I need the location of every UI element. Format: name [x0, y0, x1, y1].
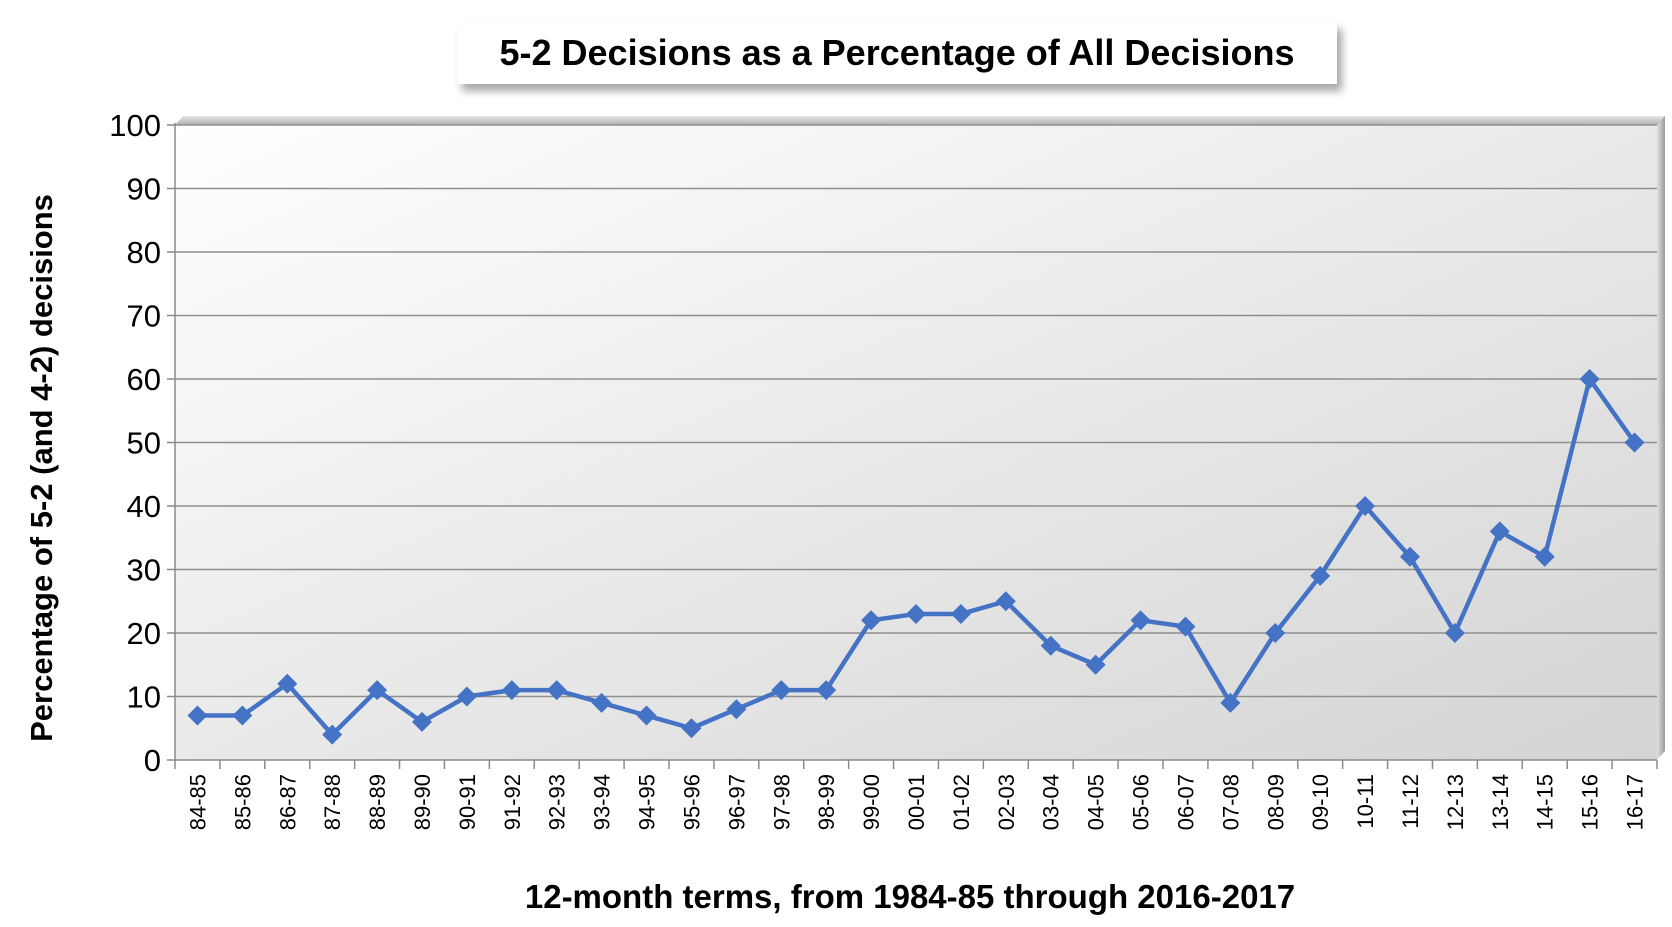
x-tick-label: 84-85 — [185, 774, 210, 830]
data-point-marker — [995, 591, 1016, 612]
data-point-marker — [861, 610, 882, 631]
series-layer — [187, 369, 1645, 745]
data-point-marker — [1265, 623, 1286, 643]
gridlines — [175, 124, 1657, 698]
data-point-marker — [1489, 521, 1510, 542]
x-tick-label: 09-10 — [1308, 774, 1333, 830]
x-tick-label: 13-14 — [1488, 774, 1513, 830]
data-point-marker — [771, 680, 792, 701]
y-tick-label: 90 — [127, 172, 161, 207]
y-tick-label: 70 — [127, 299, 161, 334]
x-tick-label: 86-87 — [275, 774, 300, 830]
data-point-marker — [1310, 565, 1331, 586]
x-tick-label: 07-08 — [1218, 774, 1243, 830]
data-point-marker — [906, 603, 926, 624]
x-tick-label: 16-17 — [1623, 774, 1648, 830]
x-tick-label: 89-90 — [410, 774, 435, 830]
y-tick-label: 50 — [127, 426, 161, 461]
data-point-marker — [1355, 496, 1376, 516]
data-point-marker — [501, 680, 522, 701]
x-tick-label: 97-98 — [769, 774, 794, 830]
x-tick-label: 96-97 — [724, 774, 749, 830]
y-tick-label: 10 — [127, 680, 161, 715]
y-tick-label: 30 — [127, 553, 161, 588]
x-tick-label: 03-04 — [1039, 774, 1064, 830]
y-tick-label: 0 — [144, 743, 161, 778]
data-point-marker — [1085, 654, 1106, 675]
x-tick-label: 98-99 — [814, 774, 839, 830]
data-point-marker — [816, 680, 837, 701]
x-tick-label: 15-16 — [1578, 774, 1603, 830]
x-tick-label: 05-06 — [1129, 774, 1154, 830]
x-tick-label: 01-02 — [949, 774, 974, 830]
y-tick-labels: 0 10 20 30 40 50 60 70 80 90 100 — [109, 108, 161, 778]
x-tick-label: 12-13 — [1443, 774, 1468, 830]
y-axis-title: Percentage of 5-2 (and 4-2) decisions — [24, 194, 59, 742]
data-point-marker — [636, 705, 657, 726]
data-point-marker — [367, 680, 388, 701]
data-point-marker — [1130, 610, 1151, 631]
x-tick-label: 06-07 — [1173, 774, 1198, 830]
x-tick-label: 02-03 — [994, 774, 1019, 830]
x-tick-label: 91-92 — [500, 774, 525, 830]
data-point-marker — [1220, 692, 1241, 713]
data-point-marker — [1175, 616, 1196, 637]
data-point-marker — [1040, 635, 1061, 656]
x-tick-label: 92-93 — [545, 774, 570, 830]
x-tick-label: 93-94 — [590, 774, 615, 830]
x-tick-label: 94-95 — [635, 774, 660, 830]
x-axis-title: 12-month terms, from 1984-85 through 201… — [525, 878, 1295, 915]
x-tick-label: 87-88 — [320, 774, 345, 830]
y-tick-label: 80 — [127, 235, 161, 270]
plot-frame-right — [1657, 116, 1665, 760]
data-point-marker — [1534, 546, 1555, 567]
data-point-marker — [277, 673, 298, 694]
x-tick-label: 99-00 — [859, 774, 884, 830]
y-tick-label: 100 — [109, 108, 161, 143]
data-point-marker — [546, 680, 567, 701]
data-point-marker — [1579, 369, 1600, 389]
data-point-marker — [1624, 432, 1645, 453]
data-point-marker — [412, 711, 432, 732]
data-point-marker — [726, 699, 747, 720]
x-tick-label: 85-86 — [230, 774, 255, 830]
chart-title-box: 5-2 Decisions as a Percentage of All Dec… — [457, 22, 1337, 84]
data-point-marker — [1400, 546, 1420, 567]
y-tick-label: 20 — [127, 616, 161, 651]
data-point-marker — [681, 718, 702, 739]
data-point-marker — [1444, 623, 1465, 643]
y-tick-label: 40 — [127, 489, 161, 524]
data-point-marker — [322, 724, 343, 745]
x-tick-label: 90-91 — [455, 774, 480, 830]
x-tick-labels: 84-85 85-86 86-87 87-88 88-89 89-90 90-91 91-92… — [185, 774, 1647, 830]
y-tick-label: 60 — [127, 362, 161, 397]
x-tick-label: 11-12 — [1398, 774, 1423, 829]
plot-frame — [175, 116, 1665, 760]
data-point-marker — [456, 686, 477, 707]
x-tick-label: 14-15 — [1533, 774, 1558, 830]
plot-frame-top — [175, 116, 1665, 125]
x-tick-label: 10-11 — [1353, 774, 1378, 829]
data-point-marker — [591, 692, 612, 713]
chart-title: 5-2 Decisions as a Percentage of All Dec… — [499, 32, 1295, 73]
x-tick-label: 08-09 — [1263, 774, 1288, 830]
x-tick-label: 88-89 — [365, 774, 390, 830]
axes — [167, 123, 1658, 769]
data-point-marker — [950, 603, 971, 624]
data-point-marker — [232, 705, 253, 726]
x-tick-label: 95-96 — [679, 774, 704, 830]
data-point-marker — [187, 705, 208, 726]
x-tick-label: 04-05 — [1084, 774, 1109, 830]
x-tick-label: 00-01 — [904, 774, 929, 830]
